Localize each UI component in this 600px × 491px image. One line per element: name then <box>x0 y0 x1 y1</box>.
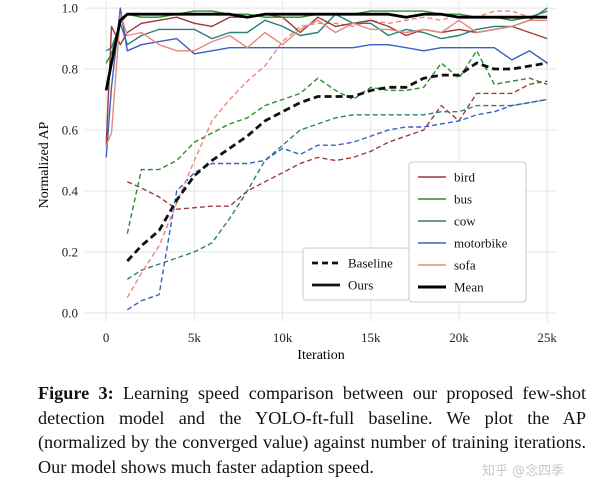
series-line-sofa-solid <box>105 13 548 146</box>
series-line-bus-dashed <box>126 50 548 234</box>
legend-method: Baseline Ours <box>302 247 410 301</box>
x-tick-label: 20k <box>449 330 469 345</box>
legend-label: cow <box>454 214 476 229</box>
legend-label: bird <box>454 170 475 185</box>
y-axis-label: Normalized AP <box>37 121 52 208</box>
learning-speed-chart: 0 5k 10k 15k 20k 25k 0.0 0.2 0.4 0.6 0.8 1.0 Baseli… <box>37 1 558 363</box>
legend: Baseline Ours bird bus cow motorbike sofa Mean <box>302 161 527 303</box>
series-line-cow-dashed <box>126 98 548 280</box>
y-tick-label: 0.2 <box>62 244 78 259</box>
x-tick-label: 15k <box>361 330 381 345</box>
legend-label: Mean <box>454 280 484 295</box>
x-tick-label: 25k <box>537 330 557 345</box>
x-tick-label: 0 <box>103 330 110 345</box>
series-line-baseline-dashed <box>126 61 548 262</box>
y-tick-label: 0.4 <box>62 183 79 198</box>
legend-label: bus <box>454 192 472 207</box>
series-line-motorbike-dashed <box>126 98 548 311</box>
x-tick-label: 10k <box>273 330 293 345</box>
series-line-bird-dashed <box>127 80 548 210</box>
y-tick-label: 0.8 <box>62 62 78 77</box>
legend-label: Baseline <box>348 256 393 271</box>
y-tick-label: 0.6 <box>62 123 79 138</box>
watermark: 知乎 @念四季 <box>482 464 565 479</box>
series-line-cow-solid <box>105 7 548 52</box>
x-axis-label: Iteration <box>297 348 344 363</box>
x-tick-label: 5k <box>188 330 202 345</box>
caption-label: Figure 3: <box>38 383 114 403</box>
y-tick-label: 1.0 <box>62 1 78 16</box>
legend-class: bird bus cow motorbike sofa Mean <box>408 161 527 303</box>
series-line-bus-solid <box>105 10 548 64</box>
y-tick-label: 0.0 <box>62 305 78 320</box>
series-lines <box>104 7 548 311</box>
legend-label: motorbike <box>454 236 508 251</box>
series-line-mean-solid <box>104 12 548 91</box>
legend-label: sofa <box>454 258 476 273</box>
caption-text: Learning speed comparison between our pr… <box>38 383 587 477</box>
figure-caption: Figure 3: Learning speed comparison betw… <box>38 381 586 479</box>
legend-label: Ours <box>348 278 373 293</box>
axes: 0 5k 10k 15k 20k 25k 0.0 0.2 0.4 0.6 0.8 1.0 <box>62 1 558 345</box>
series-line-motorbike-solid <box>105 7 548 158</box>
